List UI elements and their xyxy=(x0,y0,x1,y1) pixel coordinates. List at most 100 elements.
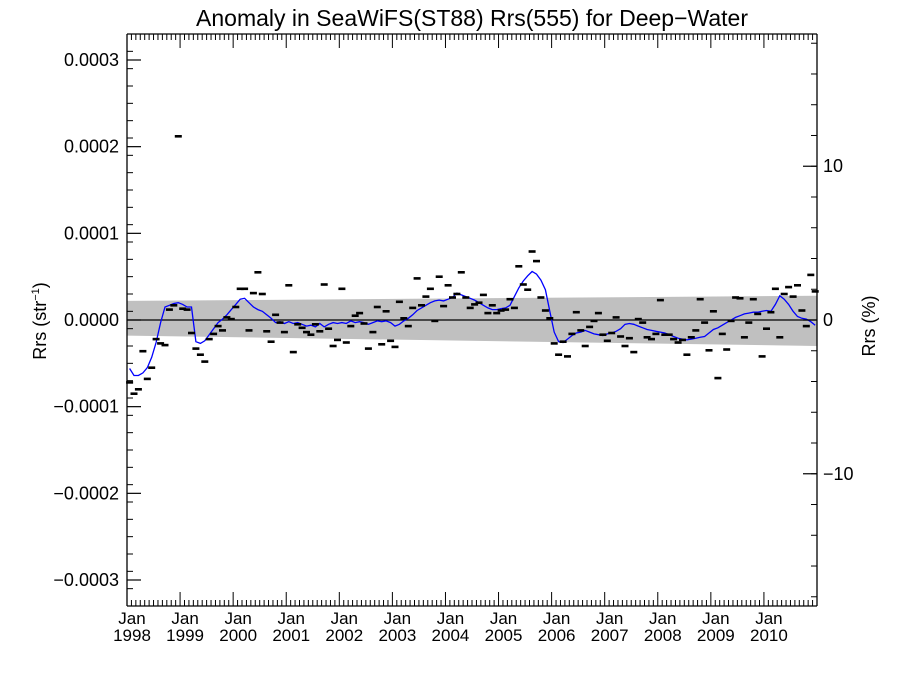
data-point-2007-03 xyxy=(612,316,620,319)
data-point-2010-07 xyxy=(789,295,797,298)
data-point-2010-08 xyxy=(794,284,801,287)
x-tick-label-year: 2009 xyxy=(697,626,735,645)
x-tick-label-year: 2002 xyxy=(325,626,363,645)
data-point-2001-03 xyxy=(294,323,302,326)
data-point-2001-06 xyxy=(307,333,315,336)
data-point-2004-10 xyxy=(484,311,492,315)
data-point-1999-01 xyxy=(179,307,187,310)
x-tick-label-month: Jan xyxy=(755,609,782,628)
data-point-2003-01 xyxy=(391,345,399,349)
data-point-2005-03 xyxy=(506,297,514,301)
x-tick-label-month: Jan xyxy=(543,609,570,628)
data-point-2002-01 xyxy=(338,287,346,291)
data-point-2006-01 xyxy=(550,342,558,345)
data-point-1998-11 xyxy=(170,304,178,307)
data-point-2003-08 xyxy=(422,295,430,298)
x-tick-label-year: 2007 xyxy=(591,626,629,645)
data-point-2009-10 xyxy=(749,297,757,301)
data-point-2004-09 xyxy=(479,293,487,297)
y-right-tick-label: 0 xyxy=(823,310,833,330)
data-point-2002-12 xyxy=(387,339,395,343)
data-point-2005-08 xyxy=(528,250,536,253)
data-point-2008-11 xyxy=(701,321,709,324)
data-point-1999-11 xyxy=(223,316,231,319)
x-tick-label-month: Jan xyxy=(278,609,305,628)
data-point-2006-07 xyxy=(577,329,585,332)
data-point-2007-10 xyxy=(643,336,651,339)
data-point-1999-07 xyxy=(205,337,213,341)
data-point-2002-08 xyxy=(369,330,377,334)
data-point-1998-08 xyxy=(157,342,165,345)
data-point-2008-12 xyxy=(705,349,713,352)
data-point-2004-08 xyxy=(475,301,483,304)
y-axis-label-left: Rrs (str−1) xyxy=(30,282,50,360)
data-point-1998-09 xyxy=(161,343,169,347)
data-point-2007-02 xyxy=(608,331,616,335)
data-point-2010-10 xyxy=(802,324,810,328)
data-point-2000-02 xyxy=(236,287,244,291)
data-point-2010-03 xyxy=(771,287,779,291)
y-right-tick-label: 10 xyxy=(823,156,843,176)
data-point-2009-07 xyxy=(736,297,744,300)
x-tick-label-year: 2003 xyxy=(378,626,416,645)
data-point-2001-11 xyxy=(329,344,337,348)
data-point-1998-07 xyxy=(152,337,160,341)
data-point-2002-11 xyxy=(382,310,390,313)
uncertainty-band xyxy=(127,295,817,346)
data-point-2002-05 xyxy=(356,311,364,315)
x-tick-label-month: Jan xyxy=(224,609,251,628)
data-point-2005-04 xyxy=(510,306,518,310)
data-point-2006-06 xyxy=(572,310,580,314)
data-point-2008-04 xyxy=(670,337,678,341)
data-point-2003-11 xyxy=(435,275,443,278)
data-point-2009-12 xyxy=(758,355,766,358)
data-point-2004-02 xyxy=(449,296,456,299)
data-point-2002-03 xyxy=(347,324,355,328)
data-point-2007-11 xyxy=(648,337,655,341)
data-point-2010-11 xyxy=(807,273,815,277)
data-point-2007-06 xyxy=(625,336,633,340)
data-point-2009-06 xyxy=(732,296,740,299)
y-tick-label: 0.0000 xyxy=(64,310,119,330)
data-point-1999-05 xyxy=(196,353,204,356)
data-point-2004-12 xyxy=(493,311,501,315)
data-point-1999-09 xyxy=(214,324,222,328)
data-point-2007-12 xyxy=(652,332,660,336)
data-point-2003-05 xyxy=(409,306,417,310)
data-point-2004-04 xyxy=(457,271,465,274)
data-point-2008-01 xyxy=(656,298,664,302)
data-point-2000-03 xyxy=(241,287,249,291)
data-point-2006-11 xyxy=(594,311,602,315)
x-tick-label-month: Jan xyxy=(384,609,411,628)
data-point-2002-10 xyxy=(378,343,386,346)
x-tick-label-year: 2005 xyxy=(485,626,523,645)
data-point-2005-09 xyxy=(533,259,540,263)
data-point-2006-03 xyxy=(559,340,567,343)
data-point-2003-02 xyxy=(395,300,403,304)
data-point-2001-02 xyxy=(289,350,297,354)
data-point-2010-01 xyxy=(763,327,770,330)
data-point-1999-12 xyxy=(227,317,235,321)
data-point-2006-02 xyxy=(555,353,563,356)
x-tick-label-month: Jan xyxy=(490,609,517,628)
y-tick-label: 0.0003 xyxy=(64,50,119,70)
data-point-2010-02 xyxy=(767,310,775,314)
y-axis-label-left-superscript: −1 xyxy=(30,288,42,301)
data-point-2006-09 xyxy=(586,325,594,329)
y-tick-label: 0.0001 xyxy=(64,223,119,243)
data-point-2006-05 xyxy=(568,332,576,336)
data-point-2006-08 xyxy=(581,344,589,348)
data-point-1999-03 xyxy=(188,331,195,335)
data-point-2005-02 xyxy=(502,308,510,311)
data-point-1998-04 xyxy=(139,349,147,353)
data-point-2009-03 xyxy=(718,332,726,336)
data-point-2000-05 xyxy=(249,291,257,295)
data-point-1998-06 xyxy=(148,366,156,369)
data-point-2002-06 xyxy=(360,322,368,325)
data-point-2004-03 xyxy=(453,292,461,296)
data-point-2008-05 xyxy=(674,341,682,344)
data-point-2003-10 xyxy=(431,319,439,323)
x-tick-label-month: Jan xyxy=(171,609,198,628)
data-point-2002-04 xyxy=(351,314,359,317)
y-tick-label: −0.0003 xyxy=(53,570,119,590)
